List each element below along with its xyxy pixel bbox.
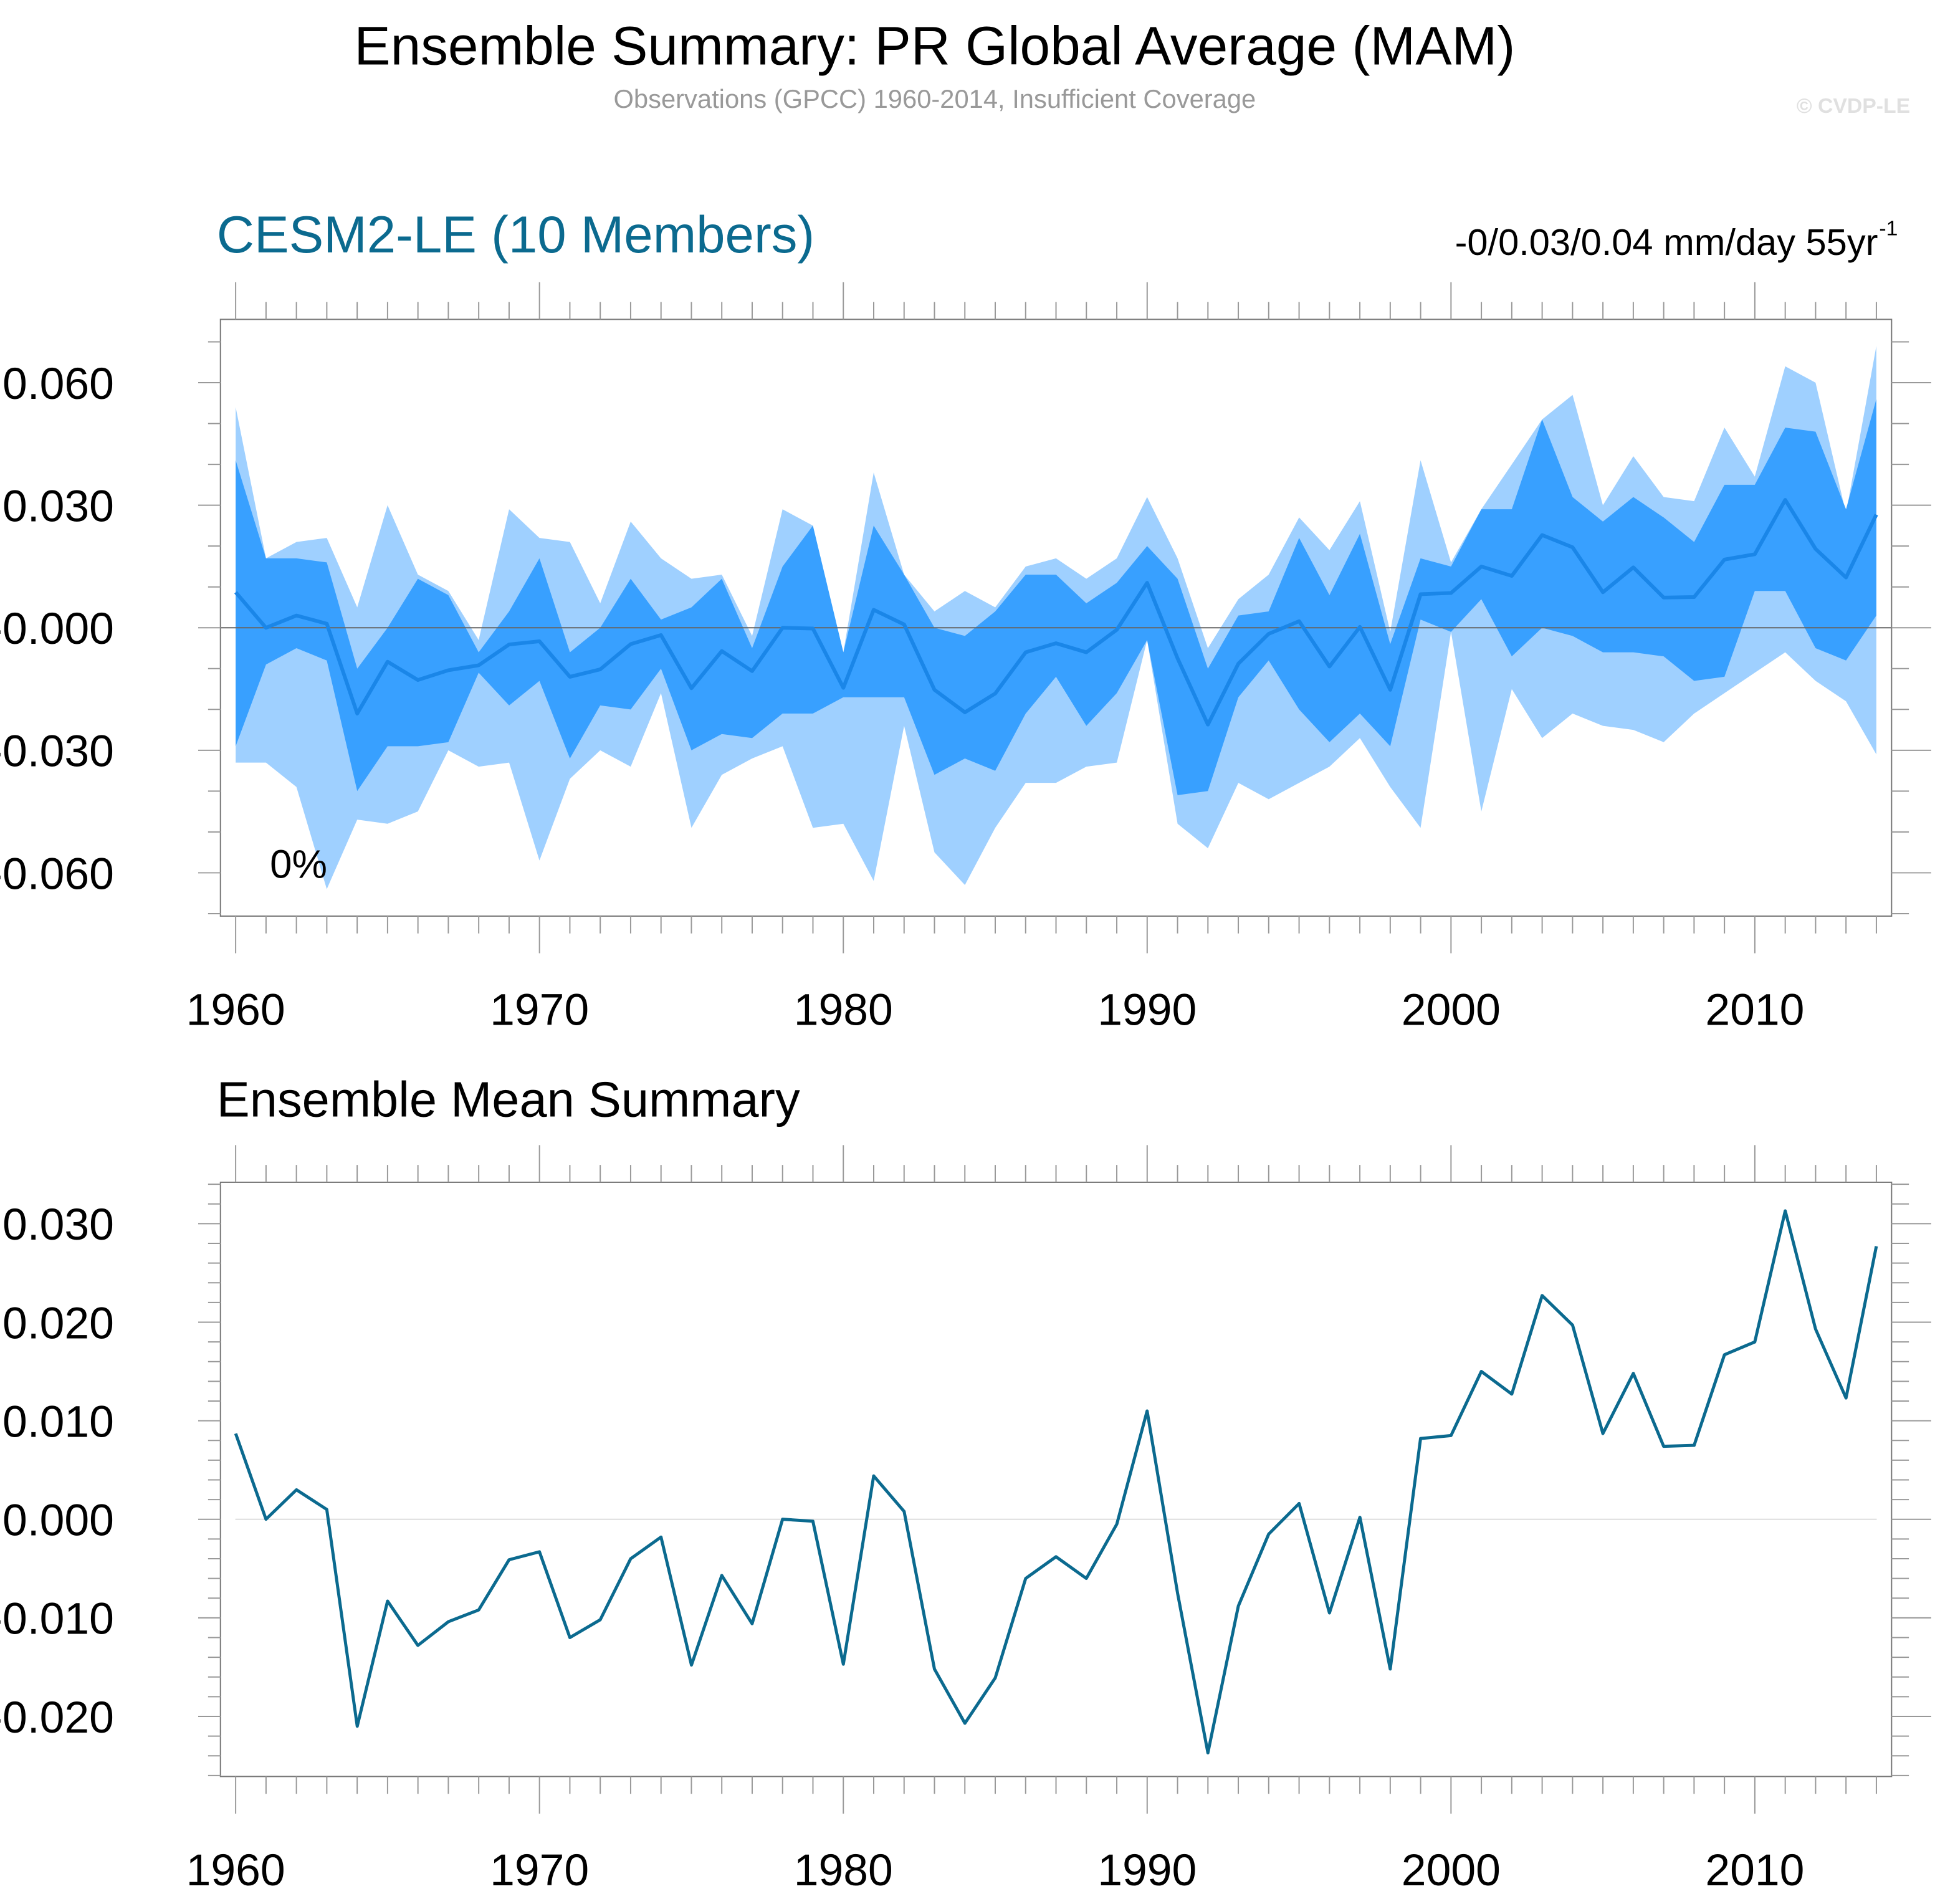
plot-frame	[219, 1181, 1893, 1777]
x-tick-label: 1980	[794, 985, 893, 1035]
ensemble-mean-line	[234, 1209, 1878, 1754]
y-tick-label: -0.060	[0, 849, 114, 899]
bottom-panel-title: Ensemble Mean Summary	[217, 1072, 800, 1127]
figure-title: Ensemble Summary: PR Global Average (MAM…	[354, 15, 1515, 76]
y-tick-label: -0.010	[0, 1594, 114, 1644]
y-tick-label: -0.000	[0, 604, 114, 654]
y-tick-label: 0.010	[2, 1397, 114, 1447]
y-tick-label: 0.000	[2, 1496, 114, 1546]
x-tick-label: 1990	[1097, 1845, 1197, 1895]
trend-label-text: -0/0.03/0.04 mm/day 55yr	[1455, 221, 1878, 263]
y-tick-label: 0.030	[2, 481, 114, 531]
y-tick-label: -0.030	[0, 727, 114, 777]
x-tick-label: 2010	[1705, 985, 1804, 1035]
y-tick-label: -0.020	[0, 1693, 114, 1743]
figure-subtitle: Observations (GPCC) 1960-2014, Insuffici…	[613, 84, 1256, 113]
x-tick-label: 1960	[186, 1845, 285, 1895]
x-tick-label: 1970	[490, 985, 589, 1035]
top-panel: 1960 1970 1980 1990 2000 2010 0.060 0.030 -0.000…	[0, 282, 1931, 1035]
percent-annotation: 0%	[270, 842, 327, 886]
x-tick-label: 1970	[490, 1845, 589, 1895]
x-tick-label: 1960	[186, 985, 285, 1035]
y-tick-label: 0.030	[2, 1200, 114, 1250]
top-panel-title: CESM2-LE (10 Members)	[217, 205, 815, 264]
trend-label-superscript: -1	[1879, 216, 1898, 240]
bottom-panel: 1960 1970 1980 1990 2000 2010 0.030 0.020 0.010 0…	[0, 1145, 1931, 1895]
trend-label: -0/0.03/0.04 mm/day 55yr	[1455, 221, 1878, 263]
x-tick-label: 1990	[1097, 985, 1197, 1035]
y-tick-label: 0.020	[2, 1298, 114, 1348]
x-tick-label: 2000	[1402, 985, 1501, 1035]
x-tick-label: 2010	[1705, 1845, 1804, 1895]
watermark: © CVDP-LE	[1797, 94, 1910, 118]
inner-band	[236, 399, 1876, 795]
y-tick-label: 0.060	[2, 359, 114, 409]
x-tick-label: 2000	[1402, 1845, 1501, 1895]
x-tick-label: 1980	[794, 1845, 893, 1895]
